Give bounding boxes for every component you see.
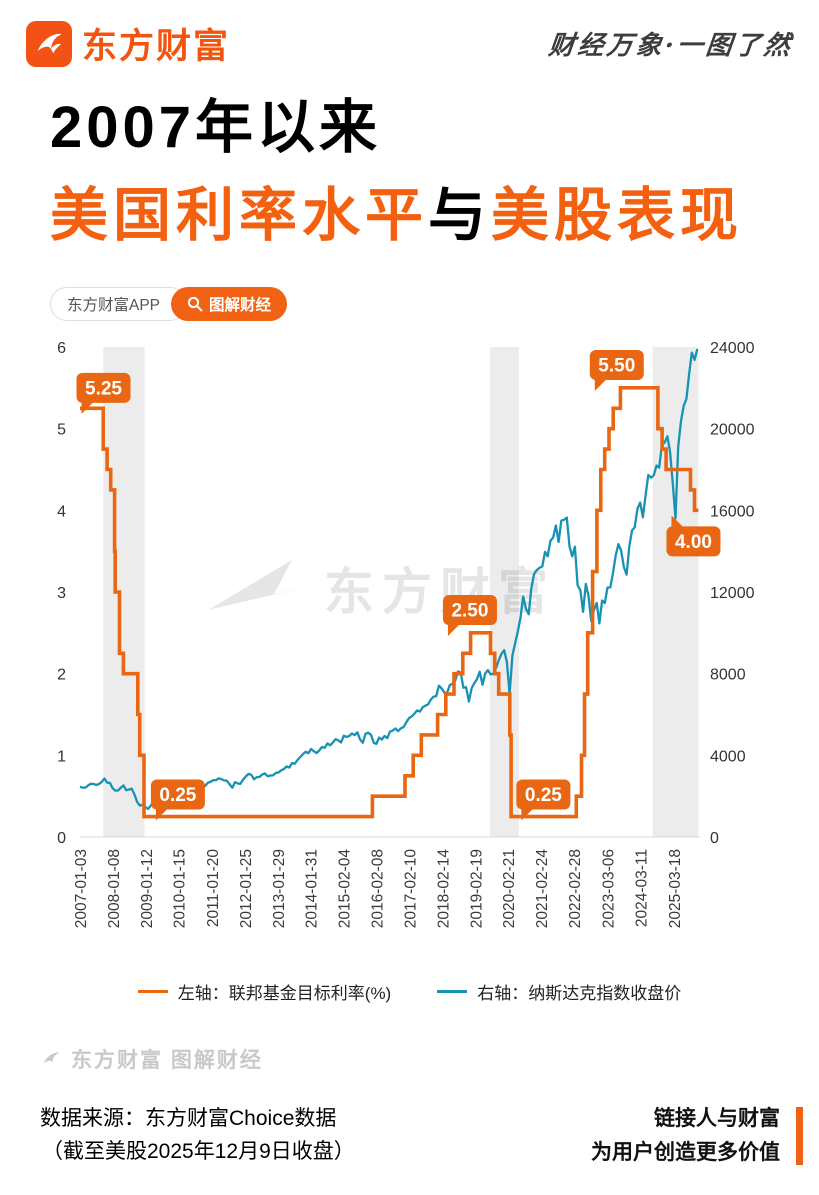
svg-text:2024-03-11: 2024-03-11 (634, 849, 651, 927)
footer: 数据来源：东方财富Choice数据 （截至美股2025年12月9日收盘） 链接人… (0, 1092, 819, 1169)
legend-item-rate: 左轴：联邦基金目标利率(%) (137, 979, 392, 1004)
chart-legend: 左轴：联邦基金目标利率(%) 右轴：纳斯达克指数收盘价 (0, 979, 819, 1004)
svg-text:5: 5 (57, 422, 66, 439)
data-source: 数据来源：东方财富Choice数据 （截至美股2025年12月9日收盘） (40, 1103, 355, 1168)
svg-text:4.00: 4.00 (675, 532, 712, 553)
svg-text:东方财富: 东方财富 (324, 564, 556, 620)
legend-nasdaq-label: 右轴：纳斯达克指数收盘价 (477, 984, 682, 1003)
svg-text:2020-02-21: 2020-02-21 (501, 849, 518, 928)
svg-text:2.50: 2.50 (451, 600, 488, 621)
svg-text:2023-03-06: 2023-03-06 (600, 849, 617, 928)
search-icon (187, 296, 203, 312)
svg-text:2021-02-24: 2021-02-24 (534, 849, 551, 929)
svg-text:16000: 16000 (710, 503, 755, 520)
svg-text:20000: 20000 (710, 422, 755, 439)
tag-badge-label: 图解财经 (209, 297, 272, 314)
title-part-stocks: 美股表现 (491, 183, 744, 248)
svg-text:2015-02-04: 2015-02-04 (337, 849, 354, 929)
header: 东方财富 财经万象·一图了然 (0, 0, 819, 69)
footer-slogan: 链接人与财富 为用户创造更多价值 (591, 1102, 819, 1169)
tag-badge[interactable]: 图解财经 (171, 287, 288, 321)
brand-name: 东方财富 (82, 27, 231, 66)
svg-text:2008-01-08: 2008-01-08 (106, 849, 123, 928)
svg-text:0.25: 0.25 (525, 785, 562, 806)
svg-text:2010-01-15: 2010-01-15 (172, 849, 189, 928)
brand-logo-icon (26, 20, 72, 67)
brand: 东方财富 (26, 18, 230, 69)
svg-text:2022-02-28: 2022-02-28 (567, 849, 584, 928)
svg-text:2016-02-08: 2016-02-08 (370, 849, 387, 928)
svg-text:2009-01-12: 2009-01-12 (139, 849, 156, 928)
legend-rate-label: 左轴：联邦基金目标利率(%) (177, 984, 392, 1003)
svg-text:2018-02-14: 2018-02-14 (435, 849, 452, 929)
footer-slogan-line2: 为用户创造更多价值 (591, 1140, 780, 1164)
badge-row: 东方财富APP 图解财经 (50, 287, 819, 321)
rate-nasdaq-chart: 东方财富 0 1 2 3 4 5 6 0 4000 8000 12000 16000 20000 24000… (57, 340, 755, 929)
svg-text:4000: 4000 (710, 748, 746, 765)
footer-watermark: 东方财富 图解财经 (40, 1044, 819, 1074)
svg-text:5.50: 5.50 (598, 355, 635, 376)
title-part-and: 与 (428, 183, 492, 248)
watermark-logo-icon (43, 1052, 60, 1064)
infographic-page: 东方财富 财经万象·一图了然 2007年以来 美国利率水平与美股表现 东方财富A… (0, 0, 819, 1169)
svg-text:24000: 24000 (710, 340, 755, 357)
svg-text:1: 1 (57, 748, 66, 765)
footer-accent-bar (796, 1106, 803, 1165)
svg-text:2025-03-18: 2025-03-18 (667, 849, 684, 928)
chart-area: 东方财富 0 1 2 3 4 5 6 0 4000 8000 12000 16000 20000 24000… (30, 333, 802, 977)
data-source-line1: 数据来源：东方财富Choice数据 (40, 1107, 337, 1131)
data-source-line2: （截至美股2025年12月9日收盘） (42, 1139, 355, 1163)
svg-text:0.25: 0.25 (159, 785, 196, 806)
nasdaq-line-swatch (437, 990, 468, 993)
svg-text:3: 3 (57, 585, 66, 602)
svg-text:2012-01-25: 2012-01-25 (238, 849, 255, 928)
title-block: 2007年以来 美国利率水平与美股表现 (0, 69, 819, 245)
svg-text:2017-02-10: 2017-02-10 (403, 849, 420, 929)
svg-text:5.25: 5.25 (85, 378, 122, 399)
page-title-line2: 美国利率水平与美股表现 (50, 187, 819, 245)
rate-line-swatch (137, 990, 168, 993)
legend-item-nasdaq: 右轴：纳斯达克指数收盘价 (437, 979, 681, 1004)
header-slogan: 财经万象·一图了然 (547, 31, 795, 61)
svg-text:2007-01-03: 2007-01-03 (73, 849, 90, 928)
footer-slogan-line1: 链接人与财富 (654, 1107, 780, 1130)
svg-text:2019-02-19: 2019-02-19 (469, 849, 486, 928)
svg-text:6: 6 (57, 340, 66, 357)
page-title-line1: 2007年以来 (50, 95, 382, 160)
svg-text:0: 0 (57, 830, 66, 847)
footer-watermark-text: 东方财富 图解财经 (71, 1049, 263, 1072)
svg-text:2013-01-29: 2013-01-29 (271, 849, 288, 928)
title-part-rates: 美国利率水平 (50, 183, 429, 248)
svg-text:4: 4 (57, 503, 66, 520)
app-badge[interactable]: 东方财富APP (50, 287, 188, 321)
footer-slogan-text: 链接人与财富 为用户创造更多价值 (591, 1102, 780, 1169)
svg-text:2: 2 (57, 667, 66, 684)
svg-text:0: 0 (710, 830, 719, 847)
svg-text:2011-01-20: 2011-01-20 (205, 849, 222, 928)
svg-text:12000: 12000 (710, 585, 755, 602)
svg-text:2014-01-31: 2014-01-31 (304, 849, 321, 928)
svg-text:8000: 8000 (710, 667, 746, 684)
